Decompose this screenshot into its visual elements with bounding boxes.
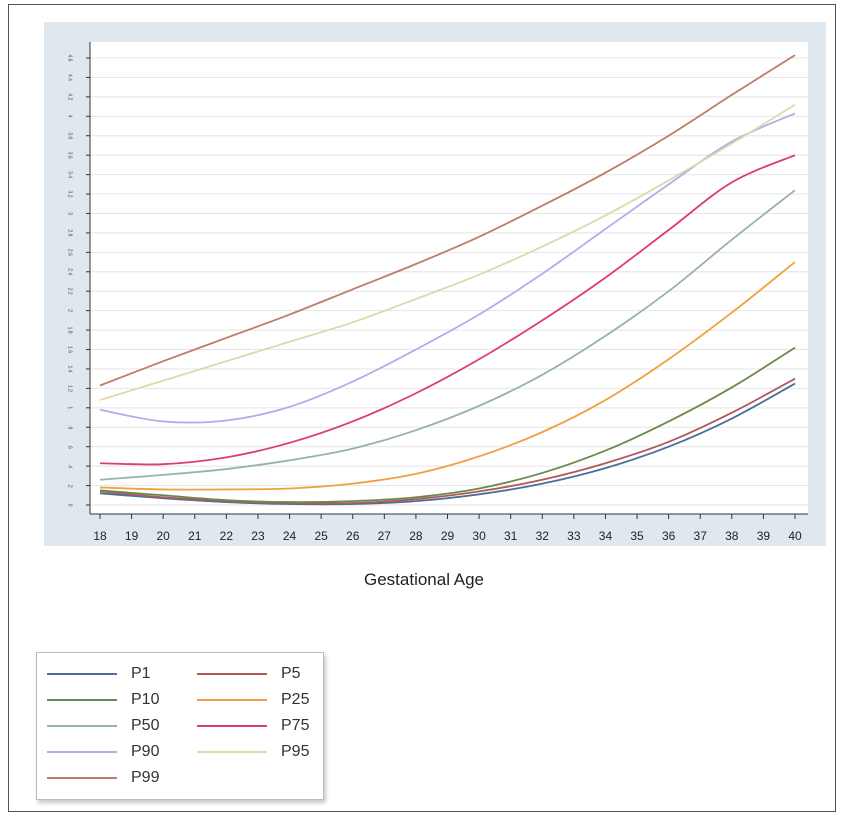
legend-label: P5 [281, 665, 301, 682]
legend-item-p10: P10 [47, 687, 197, 713]
y-axis-ticks: 0 .2 .4 .6 .8 1 1.2 1.4 1.6 1.8 2 2.2 2.4 2.6 2.8 3 3.2 3… [67, 55, 90, 507]
y-tick-label: 2.4 [67, 268, 73, 275]
x-tick-label: 20 [157, 529, 171, 543]
legend-swatch [47, 725, 117, 727]
legend-swatch [47, 699, 117, 701]
percentile-line-chart: 0 .2 .4 .6 .8 1 1.2 1.4 1.6 1.8 2 2.2 2.4 2.6 2.8 3 3.2 3… [44, 22, 826, 546]
x-tick-label: 40 [788, 529, 802, 543]
y-tick-label: 4 [67, 115, 73, 118]
legend-item-p5: P5 [197, 661, 347, 687]
x-axis-ticks: 18 19 20 21 22 23 24 25 26 27 28 29 30 31 32 33 34 35 36 37… [93, 514, 802, 543]
series-lines [99, 54, 796, 506]
legend-label: P10 [131, 691, 160, 708]
legend-item-p90: P90 [47, 739, 197, 765]
series-line-p95 [99, 103, 796, 401]
x-tick-label: 25 [314, 529, 328, 543]
x-tick-label: 38 [725, 529, 739, 543]
legend-swatch [47, 751, 117, 753]
x-tick-label: 37 [694, 529, 708, 543]
x-tick-label: 39 [757, 529, 771, 543]
y-tick-label: 3.6 [67, 152, 73, 159]
legend-swatch [47, 673, 117, 675]
series-line-p10 [99, 346, 796, 504]
x-tick-label: 26 [346, 529, 360, 543]
y-tick-label: 1.8 [67, 327, 73, 334]
series-line-p99 [99, 54, 796, 387]
y-tick-label: 1 [67, 406, 73, 409]
y-tick-label: 1.2 [67, 385, 73, 392]
x-axis-label: Gestational Age [363, 570, 485, 589]
x-tick-label: 28 [409, 529, 423, 543]
legend-item-p75: P75 [197, 713, 347, 739]
x-tick-label: 19 [125, 529, 139, 543]
x-tick-label: 21 [188, 529, 202, 543]
plot-area [90, 42, 808, 514]
x-tick-label: 29 [441, 529, 455, 543]
x-tick-label: 30 [472, 529, 486, 543]
legend-swatch [197, 725, 267, 727]
y-tick-label: 2.8 [67, 229, 73, 236]
y-tick-label: 3 [67, 212, 73, 215]
y-tick-label: 2.6 [67, 249, 73, 256]
series-line-p50 [99, 189, 796, 481]
y-tick-label: 4.6 [67, 55, 73, 62]
series-line-p75 [99, 154, 796, 466]
x-tick-label: 18 [93, 529, 107, 543]
legend-label: P25 [281, 691, 310, 708]
y-tick-label: 1.6 [67, 346, 73, 353]
y-tick-label: .2 [67, 483, 73, 487]
legend-item-p25: P25 [197, 687, 347, 713]
series-line-p25 [99, 261, 796, 491]
legend-label: P90 [131, 743, 160, 760]
x-tick-label: 24 [283, 529, 297, 543]
legend-item-p50: P50 [47, 713, 197, 739]
gridlines [90, 57, 808, 506]
series-line-p5 [99, 377, 796, 505]
legend-swatch [47, 777, 117, 779]
y-tick-label: 1.4 [67, 365, 73, 372]
legend-swatch [197, 699, 267, 701]
y-tick-label: .8 [67, 425, 73, 429]
legend-label: P1 [131, 665, 151, 682]
x-tick-label: 27 [378, 529, 392, 543]
y-tick-label: 4.4 [67, 74, 73, 81]
y-tick-label: 2 [67, 309, 73, 312]
y-tick-label: .6 [67, 445, 73, 449]
y-tick-label: .4 [67, 464, 73, 468]
x-tick-label: 32 [536, 529, 550, 543]
y-tick-label: 3.4 [67, 171, 73, 178]
legend: P1 P5 P10 P25 P50 P75 P90 P95 P99 [36, 652, 324, 800]
y-tick-label: 3.8 [67, 132, 73, 139]
series-line-p90 [99, 112, 796, 424]
legend-item-p99: P99 [47, 765, 197, 791]
series-line-p1 [99, 382, 796, 506]
x-tick-label: 33 [567, 529, 581, 543]
legend-item-p95: P95 [197, 739, 347, 765]
x-tick-label: 23 [251, 529, 265, 543]
y-tick-label: 2.2 [67, 288, 73, 295]
legend-label: P75 [281, 717, 310, 734]
legend-label: P95 [281, 743, 310, 760]
x-tick-label: 34 [599, 529, 613, 543]
y-tick-label: 3.2 [67, 191, 73, 198]
y-tick-label: 0 [67, 504, 73, 507]
legend-item-p1: P1 [47, 661, 197, 687]
legend-swatch [197, 673, 267, 675]
legend-label: P50 [131, 717, 160, 734]
legend-label: P99 [131, 769, 160, 786]
y-tick-label: 4.2 [67, 93, 73, 100]
x-tick-label: 22 [220, 529, 234, 543]
legend-swatch [197, 751, 267, 753]
x-tick-label: 35 [630, 529, 644, 543]
x-tick-label: 36 [662, 529, 676, 543]
x-tick-label: 31 [504, 529, 518, 543]
